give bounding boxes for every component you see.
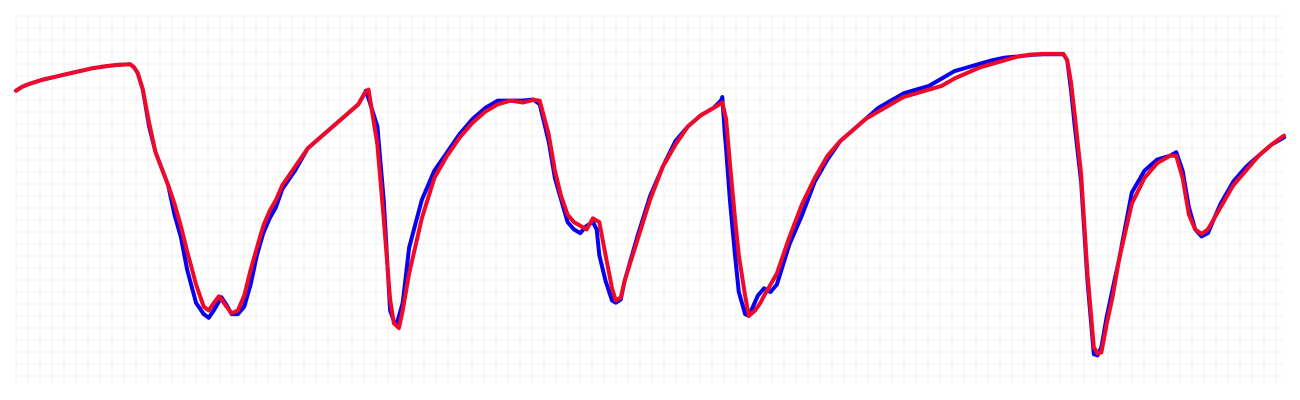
grid xyxy=(15,15,1284,384)
series-line-2 xyxy=(14,51,1286,356)
series-layer xyxy=(14,51,1286,358)
